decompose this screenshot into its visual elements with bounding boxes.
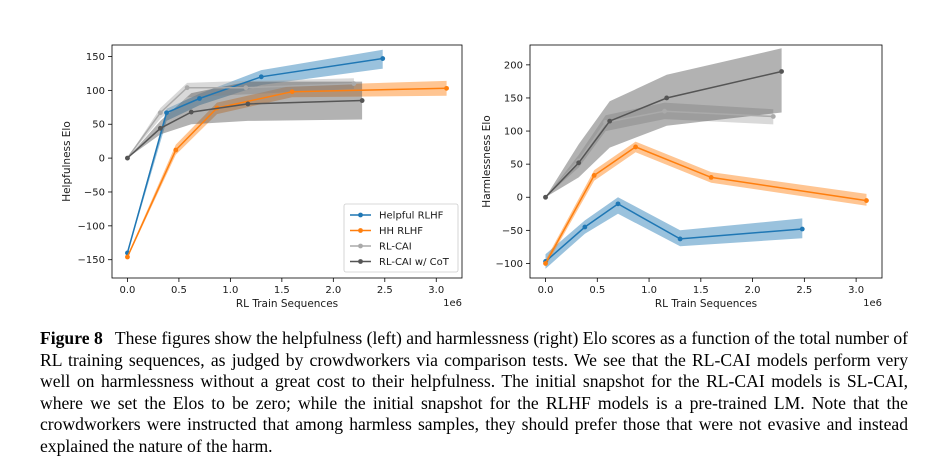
data-point: [607, 118, 613, 124]
y-axis-label: Harmlessness Elo: [481, 115, 493, 207]
legend-label: RL-CAI: [379, 242, 412, 253]
y-axis-label: Helpfulness Elo: [61, 121, 73, 202]
x-tick-label: 1.0: [641, 285, 657, 296]
data-point: [677, 236, 683, 242]
x-tick-label: 0.5: [589, 285, 605, 296]
data-point: [125, 254, 130, 260]
x-tick-label: 1.5: [693, 285, 709, 296]
legend-label: RL-CAI w/ CoT: [379, 257, 450, 268]
y-tick-label: 150: [86, 52, 105, 63]
data-point: [157, 125, 163, 131]
legend-label: Helpful RLHF: [379, 211, 444, 222]
x-tick-label: 3.0: [428, 285, 444, 296]
data-point: [184, 85, 190, 91]
data-point: [359, 98, 365, 103]
caption-text: These figures show the helpfulness (left…: [40, 328, 908, 456]
data-point: [444, 85, 449, 91]
legend-swatch-marker: [358, 228, 363, 233]
y-tick-label: 0: [517, 193, 523, 204]
figure-charts: 0.0 0.5 1.0 1.5 2.0 2.5 3.0 150 100 50 0 −50 −100 −15…: [61, 44, 883, 310]
x-axis-label: RL Train Sequences: [655, 298, 757, 310]
harmlessness-chart: 0.0 0.5 1.0 1.5 2.0 2.5 3.0 200 150 100 50 0 −50 −100…: [481, 44, 883, 310]
y-tick-label: 0: [99, 154, 105, 165]
data-point: [164, 110, 169, 116]
legend-swatch-marker: [358, 259, 363, 264]
x-tick-label: 2.5: [796, 285, 812, 296]
y-tick-label: 50: [92, 120, 105, 131]
data-point: [664, 95, 670, 101]
data-point: [197, 96, 202, 101]
x-offset-label: 1e6: [443, 298, 462, 309]
series-band: [127, 49, 383, 255]
data-point: [543, 194, 548, 200]
x-offset-label: 1e6: [863, 298, 882, 309]
x-tick-label: 2.5: [377, 285, 393, 296]
data-point: [243, 85, 249, 91]
data-point: [258, 74, 264, 80]
y-tick-label: −100: [78, 221, 105, 232]
x-tick-label: 2.0: [325, 285, 341, 296]
y-tick-label: −50: [502, 226, 523, 237]
x-tick-label: 0.0: [119, 285, 135, 296]
data-point: [779, 69, 784, 74]
data-point: [708, 174, 714, 180]
y-tick-label: 150: [504, 93, 523, 104]
x-tick-label: 0.0: [538, 285, 554, 296]
y-tick-label: 50: [510, 160, 523, 171]
data-point: [125, 155, 130, 161]
data-point: [543, 261, 548, 266]
figure-caption: Figure 8 These figures show the helpfuln…: [40, 328, 908, 458]
data-point: [173, 147, 179, 153]
x-tick-label: 1.5: [274, 285, 290, 296]
plot-frame: [529, 44, 883, 279]
data-point: [662, 108, 667, 114]
y-tick-label: −150: [78, 255, 105, 266]
series-line: [544, 146, 867, 264]
data-point: [289, 89, 295, 95]
data-point: [582, 224, 588, 230]
data-point: [633, 144, 638, 150]
x-tick-label: 3.0: [848, 285, 864, 296]
y-tick-label: 100: [86, 86, 105, 97]
y-tick-label: −100: [496, 259, 523, 270]
legend-box: [343, 203, 459, 273]
data-point: [351, 81, 357, 87]
data-point: [799, 226, 805, 232]
series-band: [545, 197, 803, 269]
legend-swatch-marker: [358, 212, 363, 218]
data-point: [615, 201, 621, 207]
y-tick-label: 200: [504, 60, 523, 71]
x-tick-label: 1.0: [222, 285, 238, 296]
data-point: [603, 120, 608, 125]
data-point: [770, 114, 776, 119]
x-tick-label: 2.0: [745, 285, 761, 296]
series-band: [127, 81, 363, 159]
data-point: [188, 109, 194, 115]
data-point: [157, 110, 163, 116]
plot-frame: [111, 44, 463, 279]
data-point: [576, 160, 582, 166]
data-point: [380, 56, 386, 61]
legend-label: HH RLHF: [379, 226, 423, 237]
helpfulness-chart: 0.0 0.5 1.0 1.5 2.0 2.5 3.0 150 100 50 0 −50 −100 −15…: [61, 44, 463, 310]
legend-swatch-marker: [358, 243, 363, 249]
data-point: [591, 173, 597, 178]
x-tick-label: 0.5: [171, 285, 187, 296]
x-axis-label: RL Train Sequences: [236, 298, 338, 310]
y-tick-label: 100: [504, 127, 523, 138]
data-point: [245, 101, 251, 107]
series-band: [127, 78, 354, 159]
y-tick-label: −50: [84, 187, 105, 198]
data-point: [864, 198, 869, 203]
caption-label: Figure 8: [40, 328, 103, 348]
